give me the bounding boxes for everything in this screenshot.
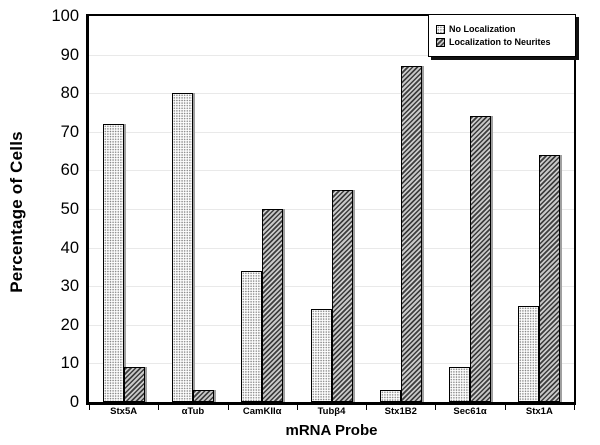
legend-swatch-dots [436,24,445,34]
x-tick-label: αTub [181,406,205,417]
bar-no-localization-6 [449,367,471,402]
x-axis-labels: Stx5A αTub CamKIIα Tubβ4 Stx1B2 Sec61α Stx1A [89,406,574,420]
bar-no-localization-3 [241,270,263,402]
y-tick-label: 100 [51,7,79,25]
bar-localization-to-neurites-3 [262,209,284,402]
bar-localization-to-neurites-1 [123,367,145,402]
bar-localization-to-neurites-6 [470,116,492,402]
x-tick-label: Stx1A [525,406,553,417]
bar-localization-to-neurites-7 [539,154,561,402]
legend-swatch-diagonal-hatch [436,37,445,47]
bar-localization-to-neurites-4 [331,189,353,402]
y-axis-labels: 0 10 20 30 40 50 60 70 80 90 100 [0,7,79,411]
gridline-70 [89,131,574,133]
x-tick-label: Stx5A [110,406,138,417]
x-tick-label: Stx1B2 [384,406,417,417]
y-tick-label: 0 [69,393,79,411]
gridline-90 [89,54,574,56]
bar-no-localization-1 [102,124,124,402]
y-tick-label: 30 [60,277,79,296]
x-axis-tick [296,405,298,410]
bar-no-localization-5 [379,390,401,402]
x-axis-tick [574,405,575,410]
x-axis-tick [504,405,506,410]
x-axis-tick [89,405,90,410]
bar-no-localization-2 [171,93,193,402]
y-tick-label: 80 [60,84,79,103]
y-tick-label: 20 [60,315,79,334]
x-axis-tick [366,405,368,410]
legend-item-label: Localization to Neurites [449,37,551,47]
bar-no-localization-7 [518,305,540,402]
bars-layer [89,16,574,402]
x-axis-tick [435,405,437,410]
x-axis-tick [158,405,160,410]
x-tick-label: Tubβ4 [317,406,346,417]
legend-item-label: No Localization [449,24,516,34]
x-tick-label: CamKIIα [242,406,282,417]
bar-localization-to-neurites-5 [400,66,422,402]
y-tick-label: 90 [60,45,79,64]
y-tick-label: 10 [60,354,79,373]
legend-item: Localization to Neurites [436,37,568,47]
x-axis-tick [227,405,229,410]
bar-localization-to-neurites-2 [192,390,214,402]
gridline-60 [89,170,574,172]
legend-item: No Localization [436,24,568,34]
legend: No Localization Localization to Neurites [428,14,576,57]
x-axis-title: mRNA Probe [285,422,378,439]
y-tick-label: 40 [60,238,79,257]
y-tick-label: 50 [60,200,79,218]
legend-entries: No Localization Localization to Neurites [436,24,568,47]
y-tick-label: 70 [60,122,79,141]
gridline-80 [89,93,574,95]
bar-no-localization-4 [310,309,332,402]
x-tick-label: Sec61α [453,406,487,417]
y-tick-label: 60 [60,161,79,180]
plot-area: No Localization Localization to Neurites [86,14,576,405]
